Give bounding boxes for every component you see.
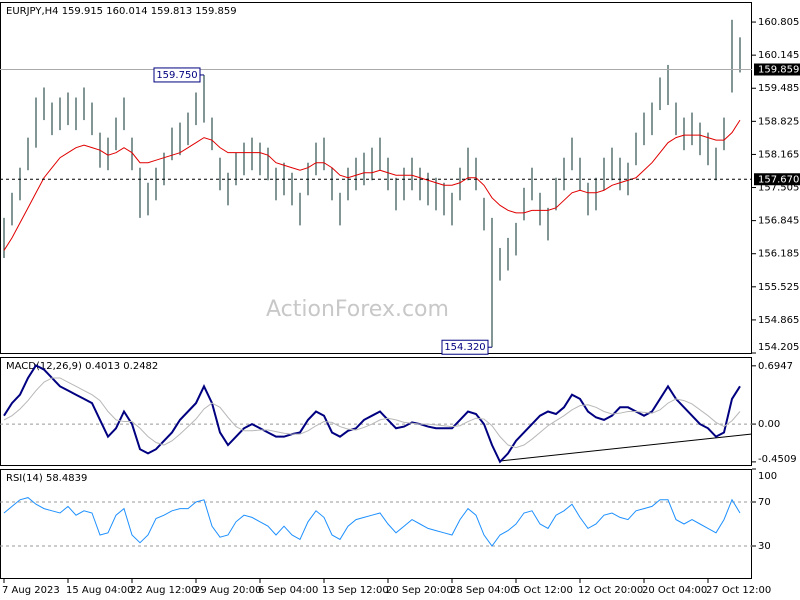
y-tick-label: 30 (758, 541, 771, 552)
x-tick-label: 22 Aug 12:00 (130, 585, 197, 596)
x-tick-label: 20 Sep 20:00 (386, 585, 453, 596)
y-tick-label: 160.145 (758, 50, 799, 61)
y-tick-label: 154.205 (758, 342, 799, 353)
y-tick-label: 0.6947 (758, 361, 793, 372)
annotation-label: 159.750 (156, 70, 197, 81)
y-tick-label: -0.4509 (758, 454, 797, 465)
y-tick-label: 156.845 (758, 216, 799, 227)
panel-frame (0, 357, 752, 466)
x-tick-label: 29 Aug 20:00 (194, 585, 261, 596)
price-label: 159.859 (758, 64, 799, 75)
x-tick-label: 15 Aug 04:00 (66, 585, 133, 596)
y-tick-label: 70 (758, 497, 771, 508)
panel-frame (0, 2, 752, 354)
y-tick-label: 159.485 (758, 83, 799, 94)
x-tick-label: 28 Sep 04:00 (450, 585, 517, 596)
y-tick-label: 0.00 (758, 419, 780, 430)
x-tick-label: 13 Sep 12:00 (322, 585, 389, 596)
y-tick-label: 154.865 (758, 315, 799, 326)
panel-title: MACD(12,26,9) 0.4013 0.2482 (6, 361, 158, 372)
y-tick-label: 158.165 (758, 149, 799, 160)
y-tick-label: 158.825 (758, 116, 799, 127)
y-tick-label: 156.185 (758, 249, 799, 260)
price-label-box (754, 63, 800, 76)
panel-title: RSI(14) 58.4839 (6, 473, 87, 484)
price-label: 157.670 (758, 174, 799, 185)
x-tick-label: 5 Oct 12:00 (514, 585, 573, 596)
price-label-box (754, 173, 800, 186)
x-tick-label: 6 Sep 04:00 (258, 585, 318, 596)
y-tick-label: 100 (758, 471, 777, 482)
indicator-line (3, 364, 741, 464)
y-tick-label: 157.505 (758, 183, 799, 194)
trend-line (499, 433, 753, 462)
x-tick-label: 27 Oct 12:00 (706, 585, 771, 596)
x-tick-label: 20 Oct 04:00 (642, 585, 707, 596)
annotation-label: 154.320 (444, 342, 485, 353)
x-tick-label: 12 Oct 20:00 (578, 585, 643, 596)
x-tick-label: 7 Aug 2023 (2, 585, 60, 596)
indicator-line (3, 497, 741, 547)
panel-frame (0, 469, 752, 579)
indicator-line (3, 377, 741, 449)
watermark: ActionForex.com (266, 297, 449, 322)
y-tick-label: 155.525 (758, 282, 799, 293)
y-tick-label: 160.805 (758, 17, 799, 28)
panel-title: EURJPY,H4 159.915 160.014 159.813 159.85… (6, 6, 237, 17)
moving-average (3, 119, 741, 251)
